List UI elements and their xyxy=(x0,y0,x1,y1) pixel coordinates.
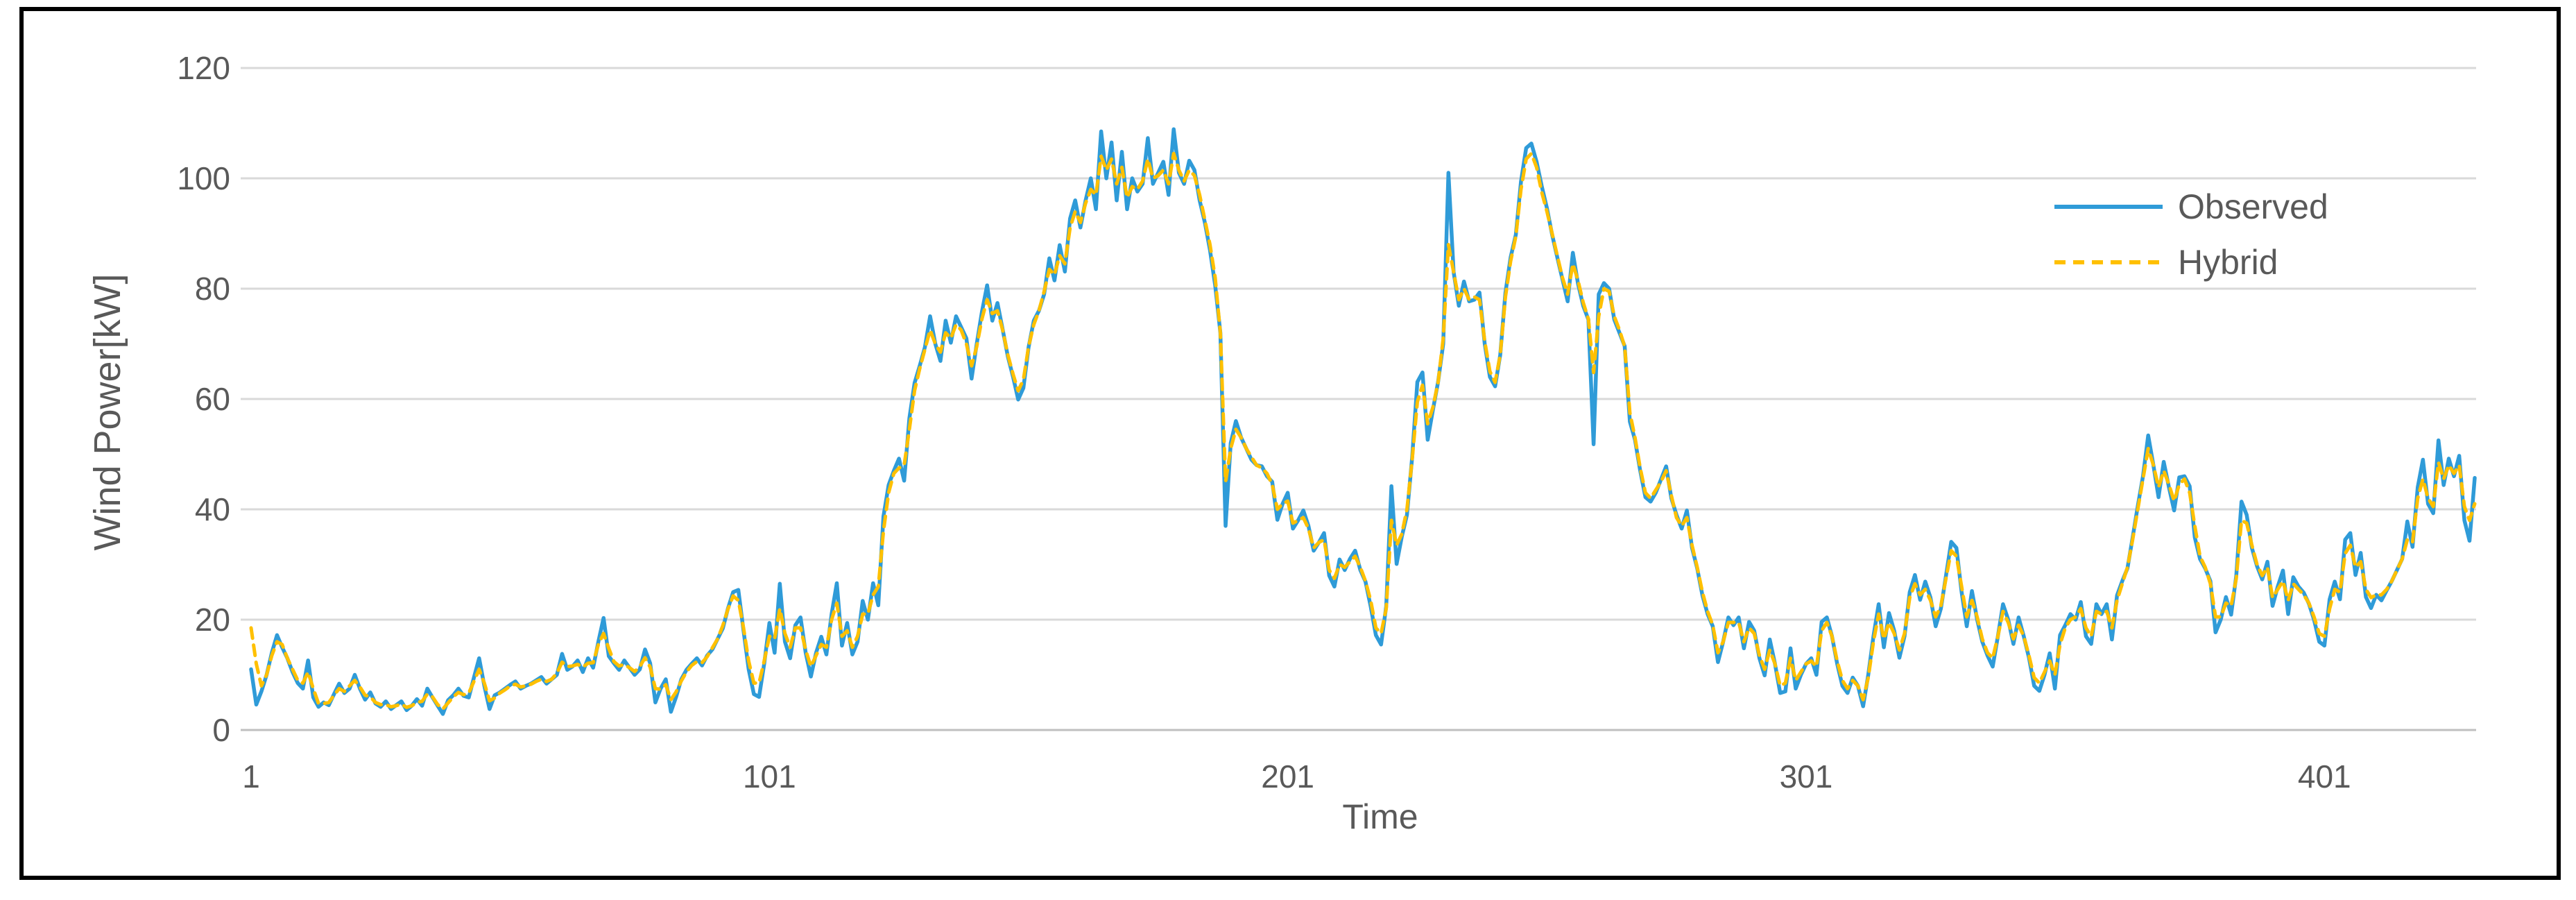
x-tick-label-201: 201 xyxy=(1261,758,1314,795)
figure-border xyxy=(19,7,2561,880)
y-tick-label-80: 80 xyxy=(194,271,230,307)
legend-item-hybrid: Hybrid xyxy=(2054,235,2328,290)
observed-line-sample-icon xyxy=(2054,205,2163,209)
x-tick-label-301: 301 xyxy=(1779,758,1833,795)
legend-item-observed: Observed xyxy=(2054,179,2328,235)
y-tick-label-100: 100 xyxy=(177,160,230,196)
x-tick-label-401: 401 xyxy=(2297,758,2351,795)
y-tick-label-120: 120 xyxy=(177,50,230,86)
x-tick-label-1: 1 xyxy=(242,758,260,795)
chart-legend: Observed Hybrid xyxy=(2054,179,2328,290)
y-axis-title: Wind Power[kW] xyxy=(87,273,128,551)
y-tick-label-60: 60 xyxy=(194,381,230,417)
x-tick-label-101: 101 xyxy=(742,758,796,795)
legend-label-hybrid: Hybrid xyxy=(2178,243,2278,282)
legend-label-observed: Observed xyxy=(2178,187,2328,226)
y-tick-label-40: 40 xyxy=(194,491,230,527)
series-line-hybrid xyxy=(249,151,2477,711)
y-tick-label-20: 20 xyxy=(194,602,230,638)
y-tick-label-0: 0 xyxy=(212,712,230,748)
x-axis-title: Time xyxy=(1342,797,1418,836)
hybrid-line-sample-icon xyxy=(2054,260,2163,264)
